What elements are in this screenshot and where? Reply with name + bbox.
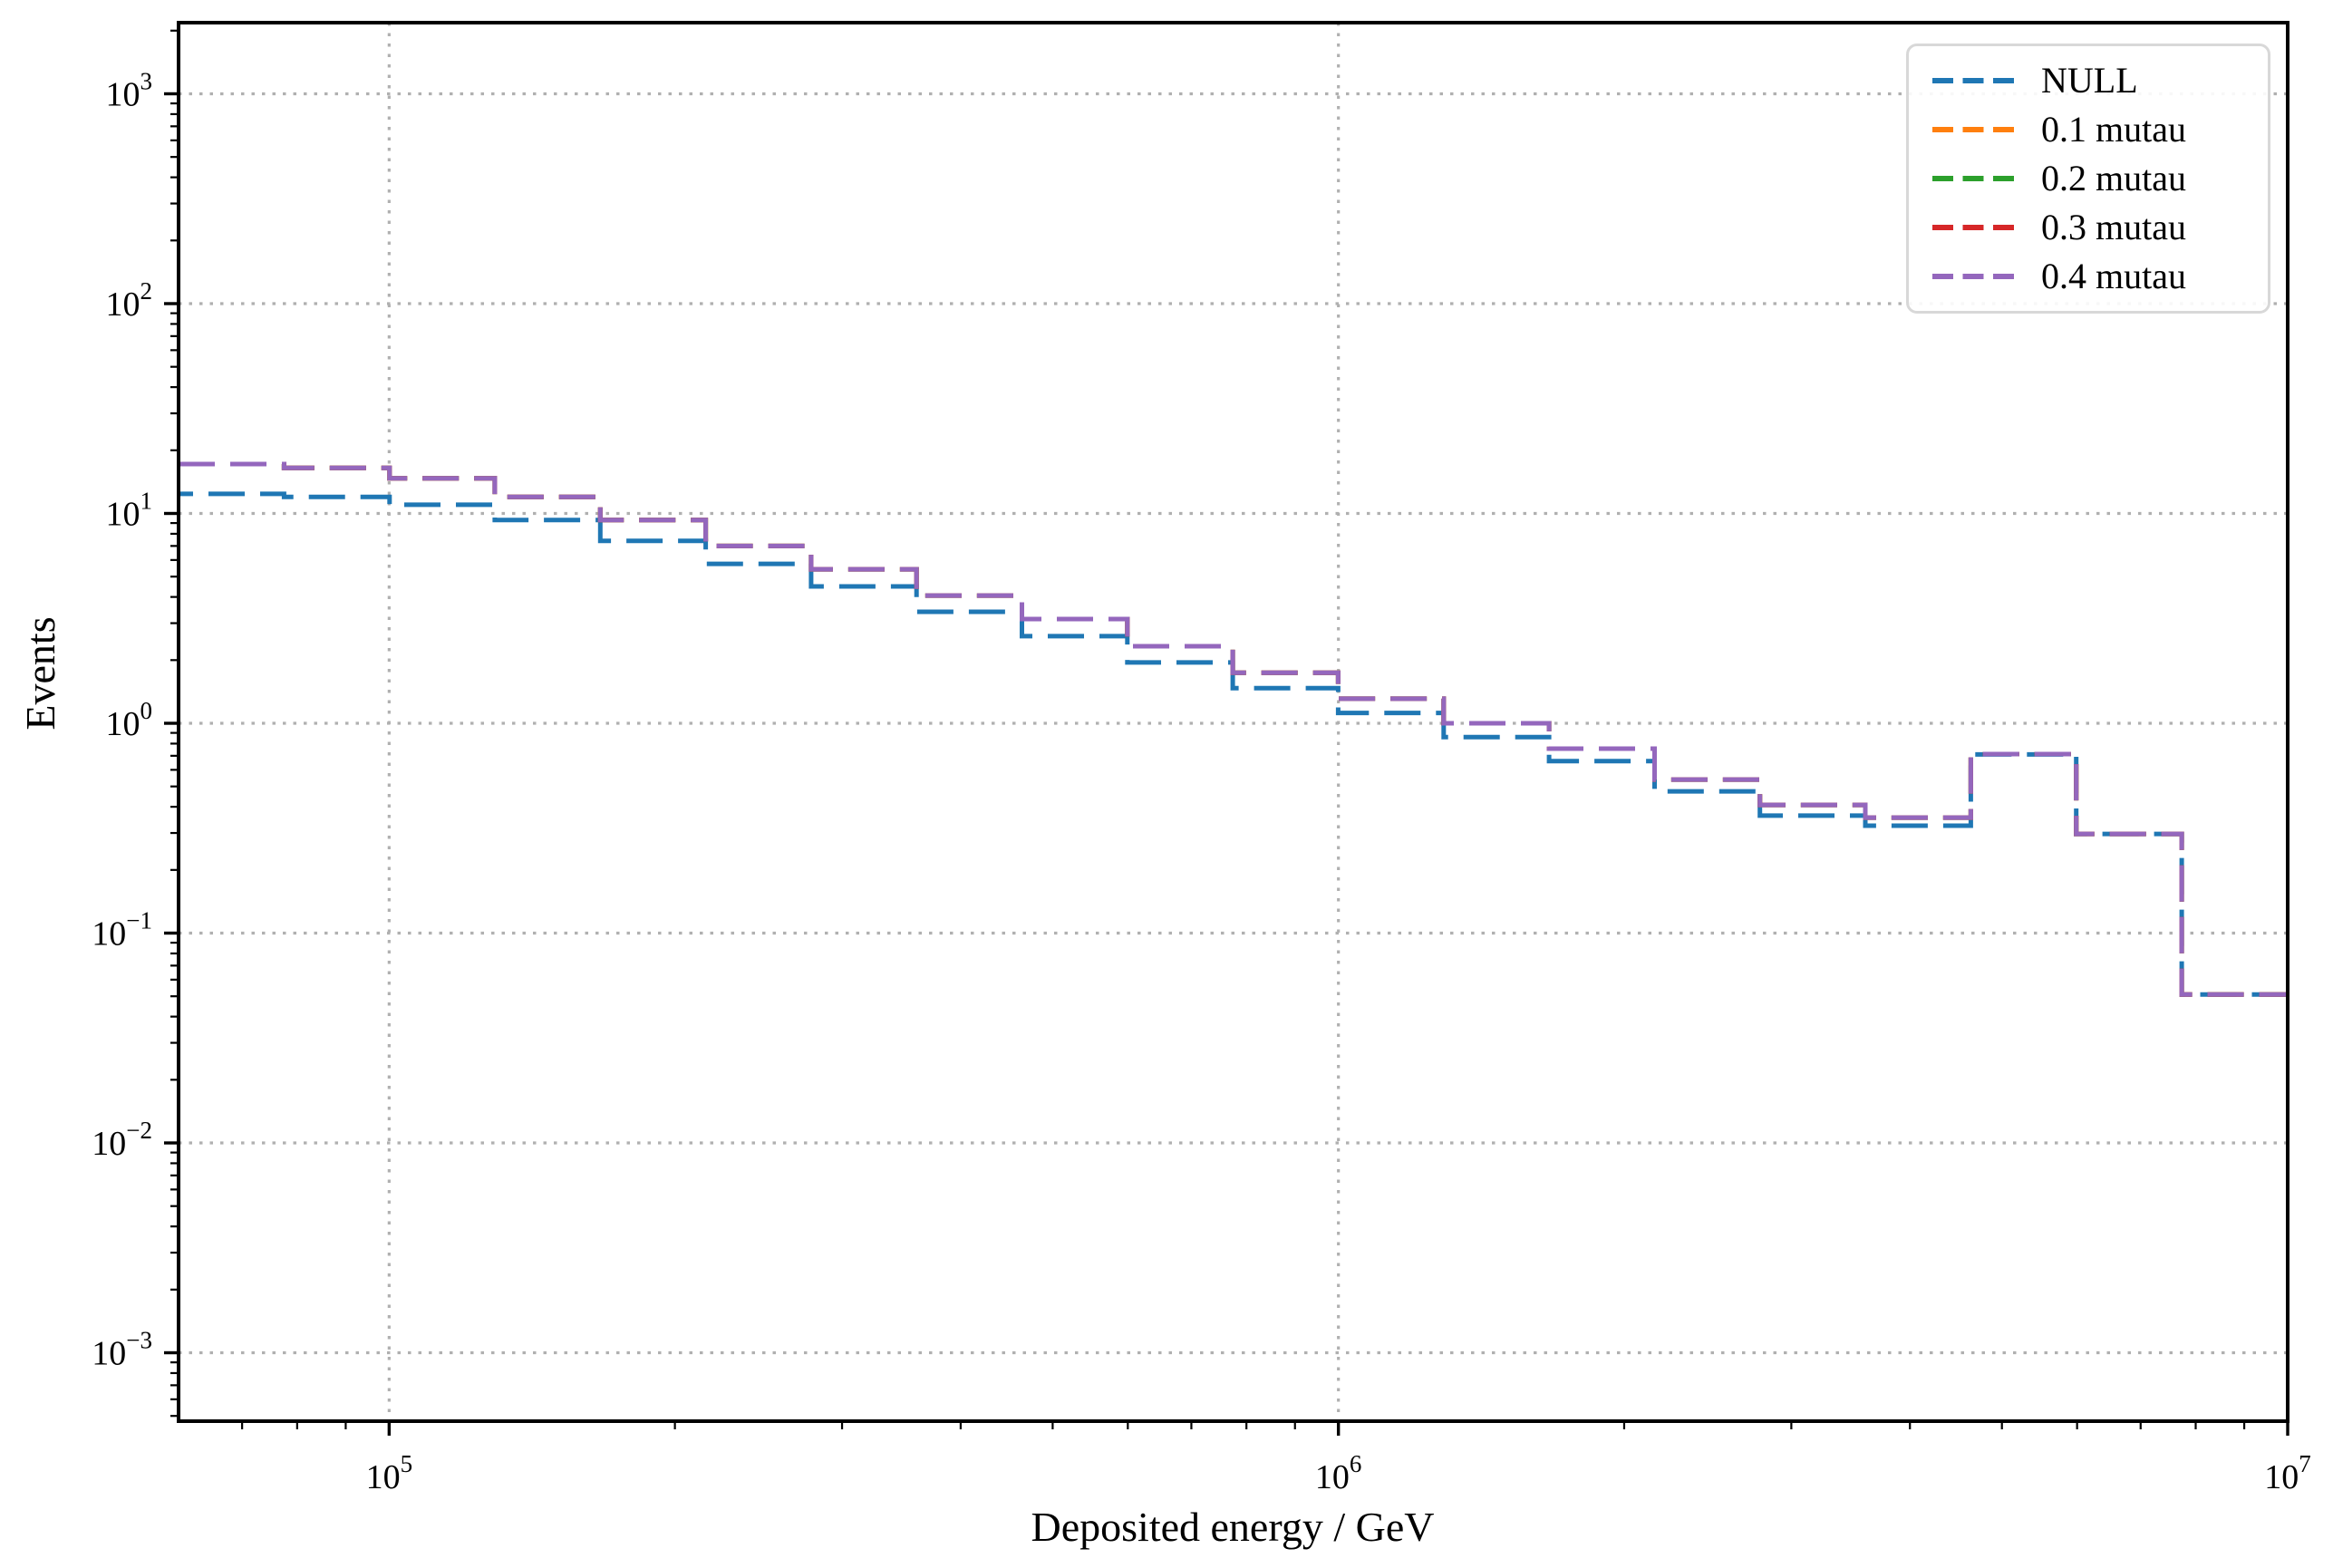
legend-entry: 0.1 mutau bbox=[1932, 111, 2268, 148]
x-axis-label: Deposited energy / GeV bbox=[1031, 1504, 1435, 1550]
legend-line-sample bbox=[1932, 78, 2014, 83]
legend-label: 0.1 mutau bbox=[2041, 109, 2186, 150]
y-tick-label: 100 bbox=[106, 697, 153, 743]
y-axis-label: Events bbox=[17, 616, 63, 730]
series-line-0-2-mutau bbox=[179, 461, 2288, 997]
legend-line-sample bbox=[1932, 225, 2014, 230]
series-line-0-1-mutau bbox=[179, 461, 2288, 997]
legend-label: 0.4 mutau bbox=[2041, 256, 2186, 296]
legend-entry: 0.2 mutau bbox=[1932, 160, 2268, 197]
series-line-0-3-mutau bbox=[179, 461, 2288, 997]
series-line-null bbox=[179, 491, 2288, 997]
legend-line-sample bbox=[1932, 176, 2014, 181]
y-tick-label: 101 bbox=[106, 488, 153, 534]
y-tick-label: 10−2 bbox=[92, 1117, 152, 1163]
legend-entry: 0.4 mutau bbox=[1932, 258, 2268, 295]
legend: NULL 0.1 mutau 0.2 mutau 0.3 mutau 0.4 mutau bbox=[1906, 44, 2270, 314]
series-line-0-4-mutau bbox=[179, 461, 2288, 997]
legend-line-sample bbox=[1932, 274, 2014, 279]
x-tick-label: 105 bbox=[366, 1450, 413, 1496]
legend-label: 0.2 mutau bbox=[2041, 158, 2186, 198]
axes-spines bbox=[177, 21, 2289, 1423]
legend-label: NULL bbox=[2041, 60, 2138, 101]
data-series bbox=[179, 461, 2288, 997]
gridlines bbox=[179, 23, 2288, 1421]
x-tick-label: 106 bbox=[1315, 1450, 1362, 1496]
legend-entry: 0.3 mutau bbox=[1932, 209, 2268, 246]
x-tick-label: 107 bbox=[2264, 1450, 2311, 1496]
legend-label: 0.3 mutau bbox=[2041, 207, 2186, 247]
legend-line-sample bbox=[1932, 127, 2014, 132]
tick-labels: 105 106 107 10−3 10−2 10−1 100 101 102 103 bbox=[92, 67, 2310, 1496]
y-tick-label: 10−3 bbox=[92, 1327, 152, 1373]
y-tick-label: 103 bbox=[106, 67, 153, 113]
y-tick-label: 102 bbox=[106, 277, 153, 324]
legend-entry: NULL bbox=[1932, 63, 2268, 99]
y-tick-label: 10−1 bbox=[92, 907, 152, 953]
